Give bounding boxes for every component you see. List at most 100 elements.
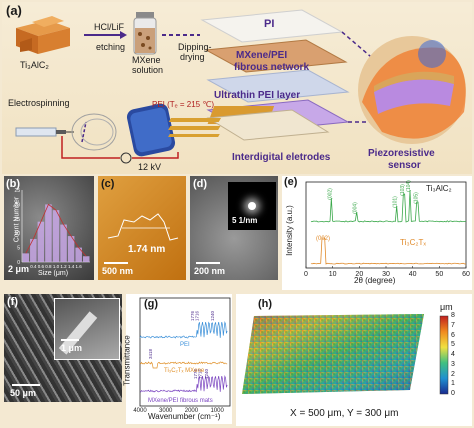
panel-g-ylabel: Transmittance	[123, 335, 132, 385]
layer-network-label-top: MXene/PEI	[236, 50, 287, 61]
electrospinning-label: Electrospinning	[8, 98, 70, 108]
panel-e-peak-bottom: (002)	[316, 236, 330, 242]
panel-e-peak-label: (105)	[413, 192, 419, 204]
panel-f-scale: 50 μm	[10, 388, 36, 398]
panel-e-peak-label: (004)	[353, 202, 359, 214]
panel-b-xtick: 0.4	[30, 264, 37, 269]
panel-b-ylabel: Count Number	[13, 197, 20, 243]
panel-b-bar	[23, 253, 30, 262]
panel-e-series-bottom	[311, 238, 466, 264]
panel-g-annotation: 3418	[148, 348, 153, 359]
panel-b-bar	[45, 204, 52, 262]
panel-g-series	[140, 376, 227, 392]
panel-d-scale: 200 nm	[194, 266, 225, 276]
layer-network-label-bottom: fibrous network	[234, 62, 309, 73]
panel-e-xtick: 0	[304, 271, 308, 278]
etch-label-bottom: etching	[96, 42, 125, 52]
sensor-illustration	[358, 36, 466, 144]
panel-b-bar	[53, 210, 60, 262]
panel-g-label: (g)	[144, 298, 158, 310]
panel-g-annotation: 1240	[210, 310, 215, 321]
panel-b-ytick: 5	[17, 246, 20, 252]
panel-c-height: 1.74 nm	[128, 244, 165, 255]
panel-g-legend-pei: PEI	[180, 342, 190, 348]
panel-b-xtick: 0.6	[38, 264, 45, 269]
panel-c: (c) 1.74 nm 500 nm	[98, 176, 186, 280]
panel-c-scalebar	[104, 262, 128, 264]
panel-e-xtick: 40	[409, 271, 417, 278]
panel-e-xtick: 10	[329, 271, 337, 278]
panel-e-peak-label: (002)	[327, 188, 333, 200]
panel-e-bottom-name: Ti₃C₂Tₓ	[400, 238, 426, 247]
panel-h-colorbar-tick: 4	[451, 351, 455, 358]
panel-b-xtick: 0.8	[45, 264, 52, 269]
electrospinning-setup	[16, 102, 178, 163]
panel-h-colorbar-tick: 6	[451, 332, 455, 339]
panel-b-scale: 2 μm	[8, 264, 29, 274]
panel-b-xtick: 1.4	[68, 264, 75, 269]
max-phase-label: Ti₃AlC₂	[20, 60, 49, 70]
panel-g-annotation: 1716	[195, 310, 200, 321]
max-phase-blocks	[16, 16, 70, 54]
panel-b-xtick: 1.0	[53, 264, 60, 269]
panel-f-scalebar	[12, 384, 40, 386]
layer-pei-label: Ultrathin PEI layer	[214, 90, 300, 101]
panel-g-legend-mats: MXene/PEI fibrous mats	[148, 398, 213, 404]
panel-b-bar	[83, 256, 90, 262]
panel-c-label: (c)	[101, 178, 114, 190]
panel-b: 0 5 10 15 20 25 0.4 0.6 0.8 1.0 1.2 1.4 1.6 (b) 2 μm…	[4, 176, 94, 280]
panel-e-xlabel: 2θ (degree)	[354, 276, 395, 285]
panel-h-colorbar-tick: 8	[451, 312, 455, 319]
panel-b-xlabel: Size (μm)	[38, 270, 68, 277]
solution-label-bottom: solution	[132, 65, 163, 75]
sensor-label-top: Piezoresistive	[368, 148, 435, 159]
solution-label-top: MXene	[132, 55, 161, 65]
panel-f: 1 μm (f) 50 μm	[4, 294, 122, 402]
panel-c-scale: 500 nm	[102, 266, 133, 276]
panel-g-ftir: 1776 1716 124034181776 1716 12404000 3000 2000…	[126, 294, 232, 424]
panel-d-fft-inset: 5 1/nm	[228, 182, 276, 230]
panel-g-legend-mxene: Ti₃C₂Tₓ MXene	[164, 368, 204, 374]
panel-g-xlabel: Wavenumber (cm⁻¹)	[148, 412, 220, 421]
panel-f-label: (f)	[7, 296, 18, 308]
panel-e-ylabel: Intensity (a.u.)	[285, 205, 294, 256]
panel-e-label: (e)	[284, 176, 297, 188]
dip-label-bottom: drying	[180, 52, 205, 62]
panel-b-bar	[60, 225, 67, 262]
panel-a: (a) Ti₃AlC₂ HCl/LiF etching MXene soluti…	[2, 2, 472, 174]
panel-h-colorbar-tick: 1	[451, 380, 455, 387]
layer-pi-label: PI	[264, 18, 274, 30]
panel-h-unit: μm	[440, 302, 453, 312]
panel-e-xtick: 60	[462, 271, 470, 278]
panel-a-label: (a)	[6, 3, 22, 18]
panel-h-colorbar-tick: 0	[451, 390, 455, 397]
voltage-label: 12 kV	[138, 162, 161, 172]
vial	[134, 12, 156, 54]
panel-d-label: (d)	[193, 178, 207, 190]
panel-d-fft-label: 5 1/nm	[232, 216, 257, 225]
panel-e-peak-label: (104)	[406, 180, 412, 192]
panel-f-inset-scalebar	[61, 339, 79, 341]
panel-h-colorbar-tick: 7	[451, 322, 455, 329]
dip-label-top: Dipping-	[178, 42, 212, 52]
panel-g: 1776 1716 1240 3418 1776 1716 1240 4000 3000 2000…	[126, 294, 232, 424]
panel-h-colorbar-tick: 5	[451, 341, 455, 348]
panel-e-peak-label: (101)	[393, 196, 399, 208]
panel-h-surface	[236, 294, 472, 426]
sensor-label-bottom: sensor	[388, 160, 421, 171]
panel-e-xrd: (002)(004)(101)(103) (104)(105)0 10 20 30 40 5…	[282, 176, 472, 290]
pei-temp-label: PEI (Tₑ = 215 ℃)	[152, 100, 214, 109]
panel-h-label: (h)	[258, 298, 272, 310]
panel-h-colorbar-tick: 2	[451, 371, 455, 378]
etch-label-top: HCl/LiF	[94, 22, 124, 32]
panel-d-scalebar	[196, 262, 220, 264]
panel-c-afm	[98, 176, 186, 280]
panel-f-inset: 1 μm	[54, 298, 120, 360]
panel-b-xtick: 1.6	[76, 264, 83, 269]
panel-g-xtick: 4000	[133, 408, 147, 414]
panel-b-bar	[30, 239, 37, 262]
electrodes-label: Interdigital eletrodes	[232, 152, 330, 163]
panel-e: (002) (004) (101) (103) (104) (105) 0 10 20 30 40 5…	[282, 176, 472, 290]
panel-h: (h) μm 8 7 6 5 4 3 2 1 0 X = 500 μm, Y = 300 μm	[236, 294, 472, 426]
